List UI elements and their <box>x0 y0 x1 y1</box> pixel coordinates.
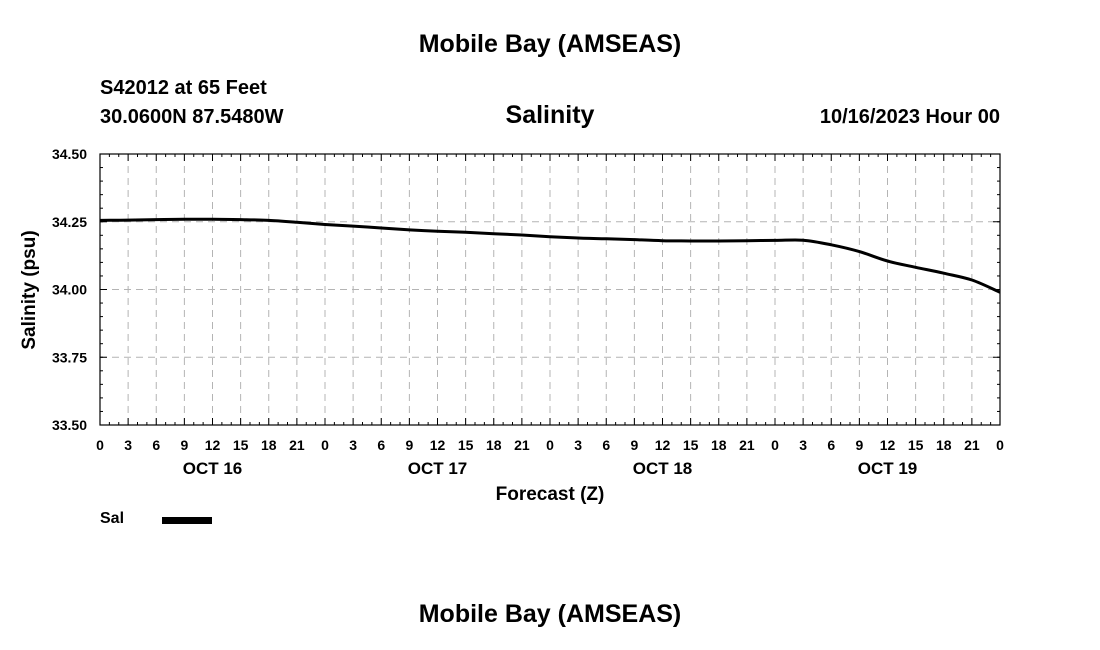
main-title: Mobile Bay (AMSEAS) <box>418 30 682 58</box>
x-tick-label: 21 <box>289 437 305 453</box>
x-tick-label: 0 <box>321 437 329 453</box>
x-tick-label: 3 <box>124 437 132 453</box>
x-tick-label: 18 <box>486 437 502 453</box>
x-tick-label: 18 <box>261 437 277 453</box>
x-tick-label: 9 <box>855 437 863 453</box>
x-tick-label: 18 <box>936 437 952 453</box>
x-tick-label: 9 <box>180 437 188 453</box>
x-tick-label: 9 <box>630 437 638 453</box>
x-tick-label: 15 <box>908 437 924 453</box>
chart-title: Salinity <box>505 101 595 129</box>
x-tick-label: 21 <box>514 437 530 453</box>
day-label: OCT 19 <box>858 459 918 478</box>
x-tick-label: 0 <box>546 437 554 453</box>
x-tick-label: 18 <box>711 437 727 453</box>
x-tick-label: 12 <box>430 437 446 453</box>
y-axis-label: Salinity (psu) <box>19 230 40 349</box>
series-line-sal <box>99 217 1001 294</box>
bottom-title: Mobile Bay (AMSEAS) <box>418 600 682 628</box>
x-axis-label: Forecast (Z) <box>496 484 605 505</box>
x-tick-label: 3 <box>574 437 582 453</box>
x-tick-label: 6 <box>152 437 160 453</box>
x-tick-label: 12 <box>880 437 896 453</box>
x-tick-label: 0 <box>996 437 1004 453</box>
y-tick-label: 34.00 <box>52 282 87 298</box>
forecast-datetime: 10/16/2023 Hour 00 <box>819 106 1000 128</box>
y-tick-label: 34.25 <box>52 214 87 230</box>
x-tick-label: 15 <box>683 437 699 453</box>
day-label: OCT 16 <box>183 459 243 478</box>
coordinates-label: 30.0600N 87.5480W <box>100 106 284 128</box>
x-tick-label: 3 <box>349 437 357 453</box>
x-tick-label: 3 <box>799 437 807 453</box>
y-tick-label: 33.75 <box>52 349 87 365</box>
y-tick-label: 33.50 <box>52 417 87 433</box>
legend-line-sal <box>162 517 212 524</box>
x-tick-label: 6 <box>827 437 835 453</box>
x-tick-label: 12 <box>205 437 221 453</box>
x-tick-label: 15 <box>233 437 249 453</box>
x-tick-label: 0 <box>96 437 104 453</box>
x-tick-label: 6 <box>377 437 385 453</box>
x-tick-label: 0 <box>771 437 779 453</box>
x-tick-label: 12 <box>655 437 671 453</box>
x-tick-label: 21 <box>964 437 980 453</box>
x-tick-label: 6 <box>602 437 610 453</box>
x-tick-label: 21 <box>739 437 755 453</box>
x-tick-label: 15 <box>458 437 474 453</box>
x-tick-label: 9 <box>405 437 413 453</box>
day-label: OCT 17 <box>408 459 468 478</box>
station-label: S42012 at 65 Feet <box>100 77 267 99</box>
day-label: OCT 18 <box>633 459 693 478</box>
legend-label: Sal <box>100 510 125 527</box>
y-tick-label: 34.50 <box>52 146 87 162</box>
